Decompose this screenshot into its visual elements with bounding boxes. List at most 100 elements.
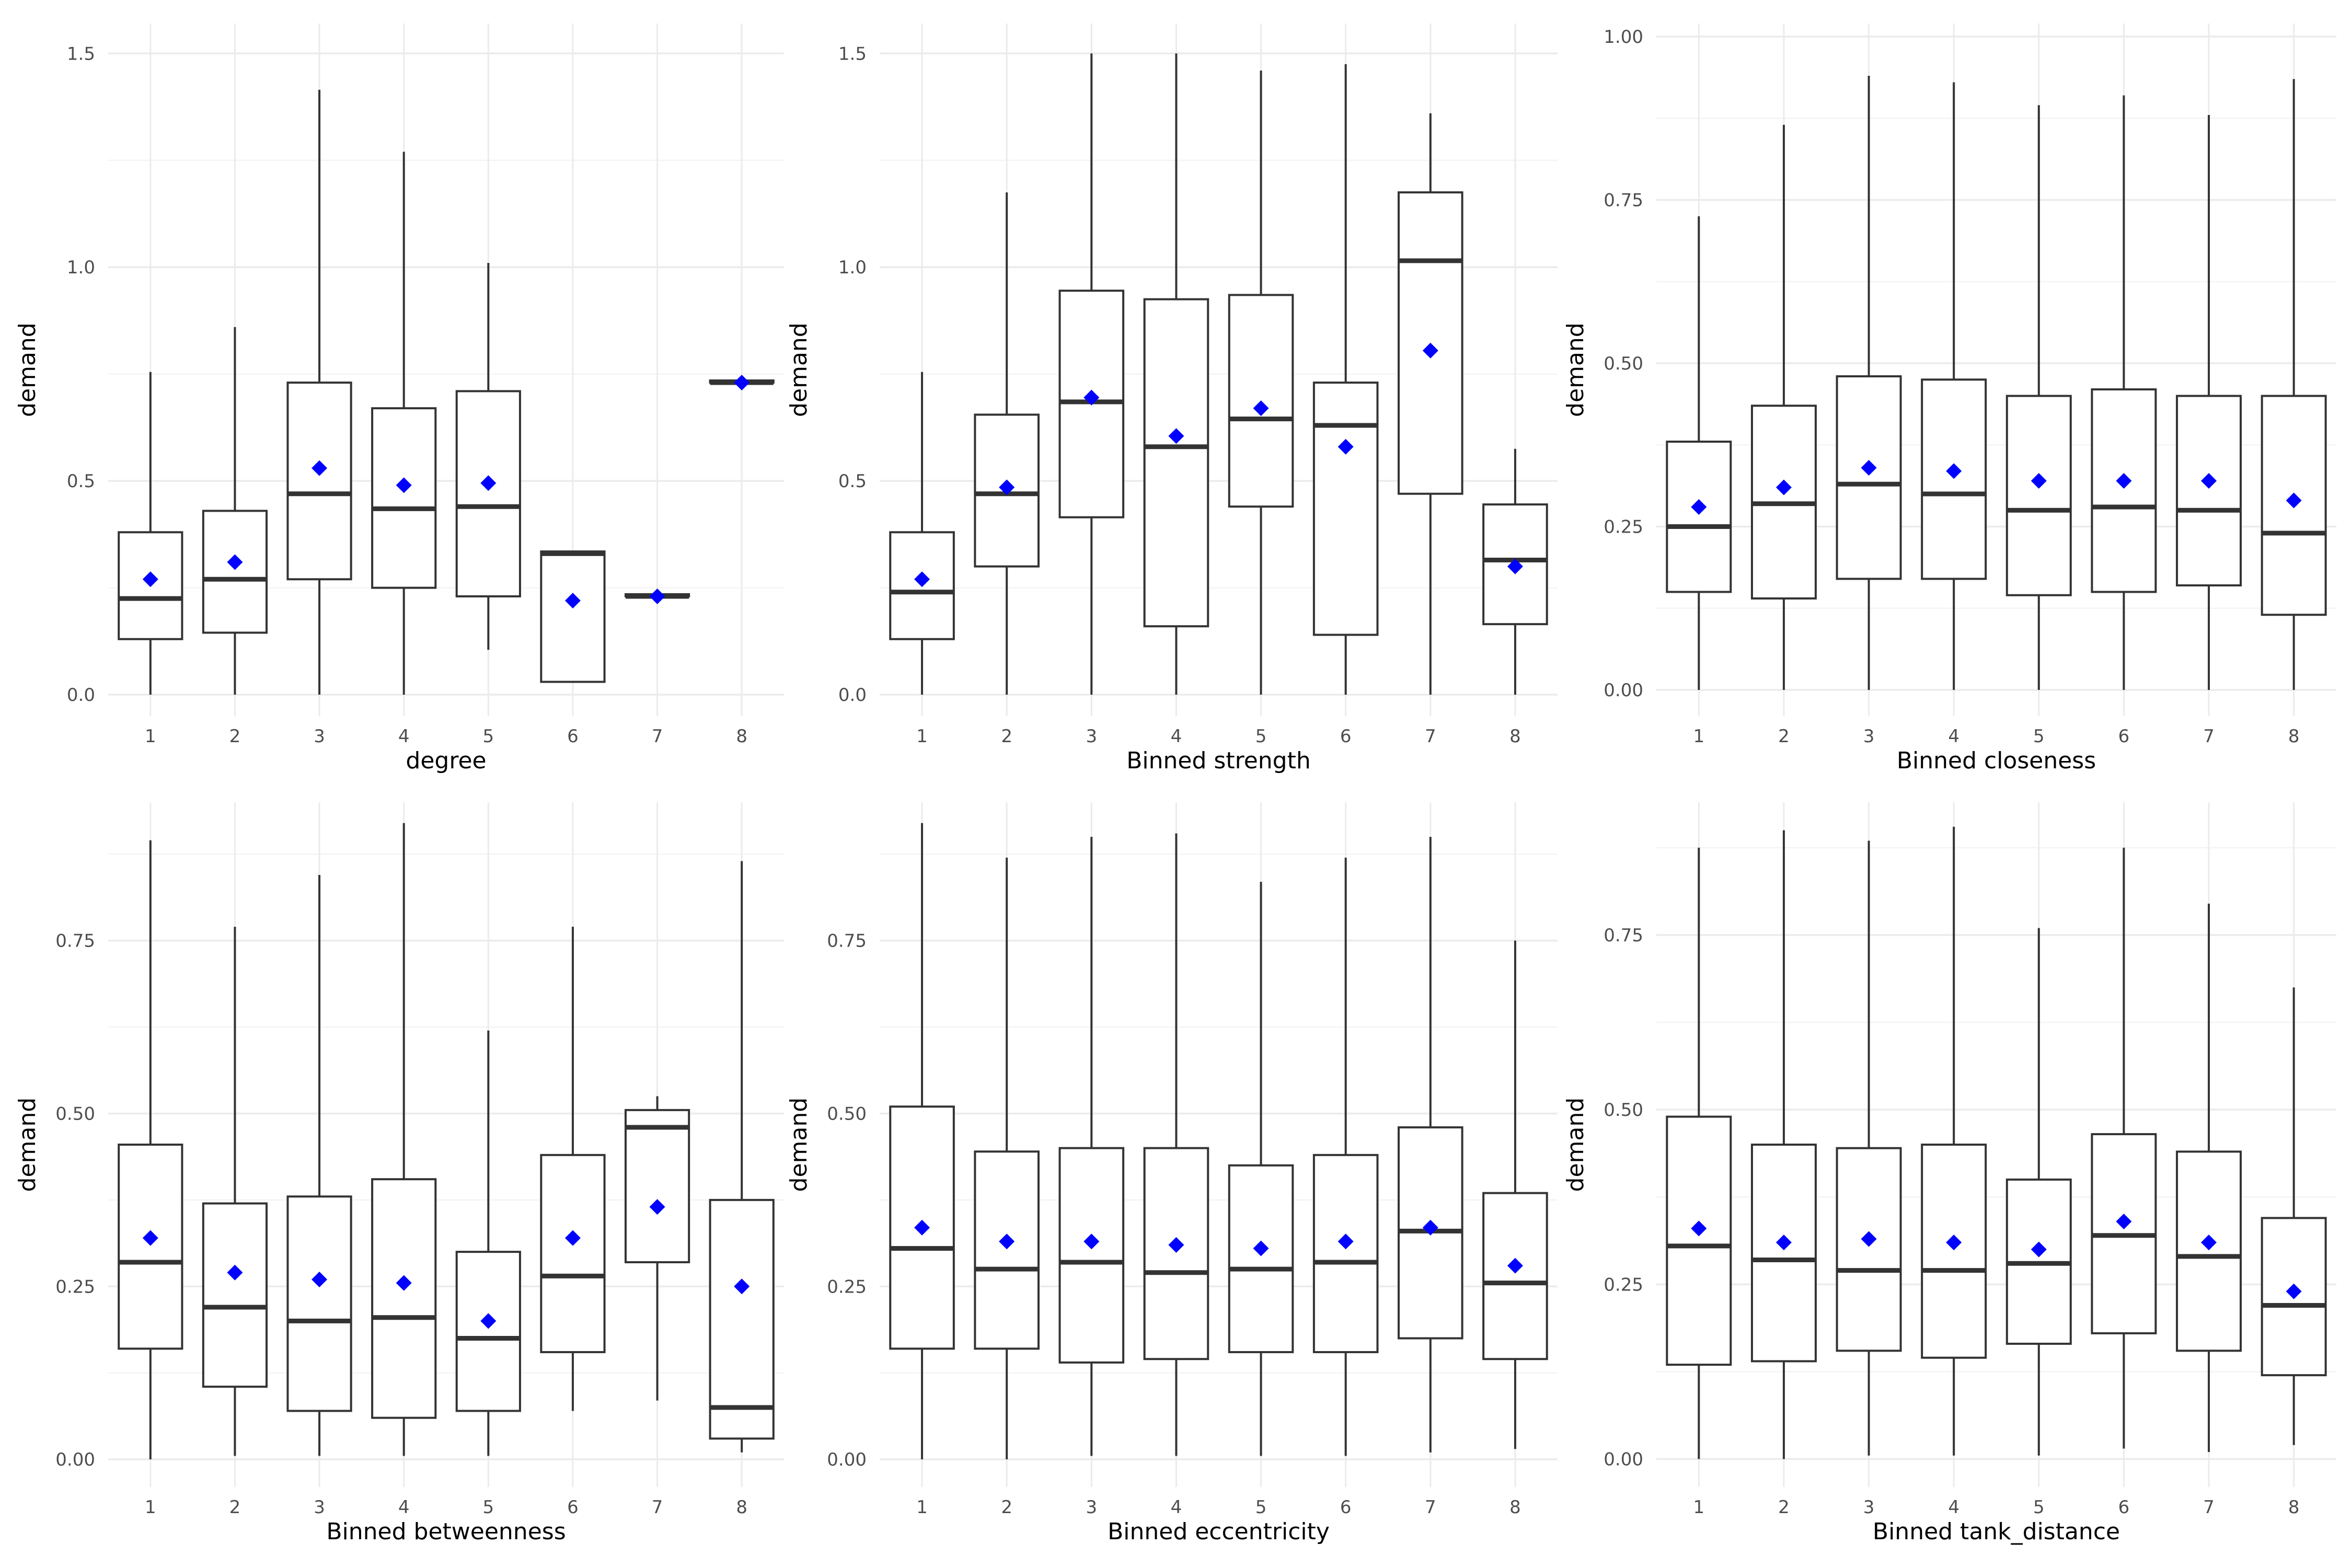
mean-marker [1507,558,1523,574]
box-7 [624,588,690,604]
mean-marker [1691,1220,1707,1237]
x-axis-title: Binned strength [1126,747,1311,774]
mean-marker [1253,1240,1269,1256]
y-tick-label: 0.00 [1604,680,1643,701]
x-tick-label: 4 [1948,1497,1959,1518]
box-1 [1666,847,1732,1459]
x-tick-label: 6 [567,1497,579,1518]
x-tick-label: 5 [482,726,494,747]
x-tick-label: 4 [1948,726,1959,747]
box-4 [1921,82,1987,690]
box-7 [1398,837,1463,1452]
mean-marker [1861,1231,1877,1247]
x-tick-label: 2 [1778,1497,1790,1518]
x-tick-label: 2 [1778,726,1790,747]
box-iqr [2176,1150,2242,1352]
x-tick-label: 5 [1255,726,1267,747]
box-8 [2261,79,2327,690]
x-tick-label: 3 [314,1497,325,1518]
box-1 [889,823,955,1460]
x-tick-label: 1 [1693,1497,1704,1518]
x-tick-label: 8 [2288,726,2300,747]
y-axis-title: demand [786,1098,812,1192]
mean-marker [1946,1235,1962,1251]
mean-marker [649,588,665,604]
mean-marker [1422,1219,1438,1236]
box-7 [624,1096,690,1401]
x-tick-label: 3 [1863,1497,1875,1518]
x-tick-label: 2 [229,1497,241,1518]
x-tick-label: 3 [1086,726,1097,747]
box-4 [371,823,437,1456]
box-3 [286,89,352,695]
mean-marker [2116,473,2132,489]
mean-marker [312,1272,328,1288]
x-tick-label: 5 [2033,726,2045,747]
x-axis-title: Binned eccentricity [1108,1518,1330,1545]
box-1 [889,372,955,695]
mean-marker [1775,1235,1792,1251]
box-2 [974,857,1040,1460]
box-3 [1836,840,1902,1456]
y-tick-label: 1.5 [67,43,95,64]
x-tick-label: 8 [1509,1497,1521,1518]
mean-marker [1861,460,1877,476]
box-2 [202,927,268,1456]
box-iqr [1228,1164,1294,1353]
y-tick-label: 0.50 [55,1103,95,1124]
x-tick-label: 6 [2118,1497,2130,1518]
mean-marker [480,1313,497,1329]
box-iqr [540,1154,606,1353]
box-4 [1921,826,1987,1456]
chart-panel-1: 0.0 0.5 1.0 1.5 1 2 3 4 5 6 7 8 degree demand [14,24,784,774]
x-tick-label: 7 [1425,726,1436,747]
box-6 [2091,847,2157,1449]
box-iqr [202,510,268,634]
box-2 [974,192,1040,695]
mean-marker [1422,342,1438,359]
box-5 [2005,105,2072,690]
box-8 [2261,987,2327,1445]
mean-marker [914,1219,930,1236]
mean-marker [1507,1258,1523,1274]
x-tick-label: 7 [652,726,663,747]
y-tick-label: 0.00 [55,1449,95,1470]
box-3 [286,874,352,1456]
box-7 [2176,115,2242,690]
y-tick-label: 0.75 [1604,925,1643,946]
box-iqr [2091,388,2157,593]
chart-panel-4: 0.00 0.25 0.50 0.75 1 2 3 4 5 6 7 8 Binned betweenne… [14,802,784,1545]
x-tick-label: 6 [1340,726,1352,747]
x-tick-label: 4 [398,1497,410,1518]
y-tick-label: 0.25 [1604,1274,1643,1295]
mean-marker [1338,439,1354,455]
x-tick-label: 7 [2203,726,2215,747]
x-tick-label: 3 [314,726,325,747]
box-8 [709,375,775,391]
y-tick-label: 0.75 [827,931,867,952]
box-iqr [371,407,437,589]
chart-panel-3: 0.00 0.25 0.50 0.75 1.00 1 2 3 4 5 6 7 8 Binned close… [1562,24,2336,774]
x-tick-label: 8 [736,726,747,747]
mean-marker [227,1264,243,1281]
mean-marker [2031,1241,2047,1258]
box-8 [1482,940,1548,1449]
box-iqr [1058,1147,1125,1364]
y-tick-label: 0.25 [1604,517,1643,538]
mean-marker [2031,473,2047,489]
mean-marker [564,593,581,609]
box-iqr [1921,378,1987,580]
box-6 [540,550,606,683]
x-tick-label: 1 [145,1497,156,1518]
box-1 [1666,216,1732,690]
box-iqr [1143,1147,1209,1361]
mean-marker [734,1278,750,1295]
mean-marker [1083,1233,1100,1250]
mean-marker [2286,492,2302,509]
mean-marker [1253,400,1269,417]
y-tick-label: 0.5 [838,471,867,492]
chart-panel-2: 0.0 0.5 1.0 1.5 1 2 3 4 5 6 7 8 Binned strength deman… [786,24,1558,774]
box-5 [455,1030,521,1456]
mean-marker [734,375,750,391]
box-3 [1058,53,1125,695]
